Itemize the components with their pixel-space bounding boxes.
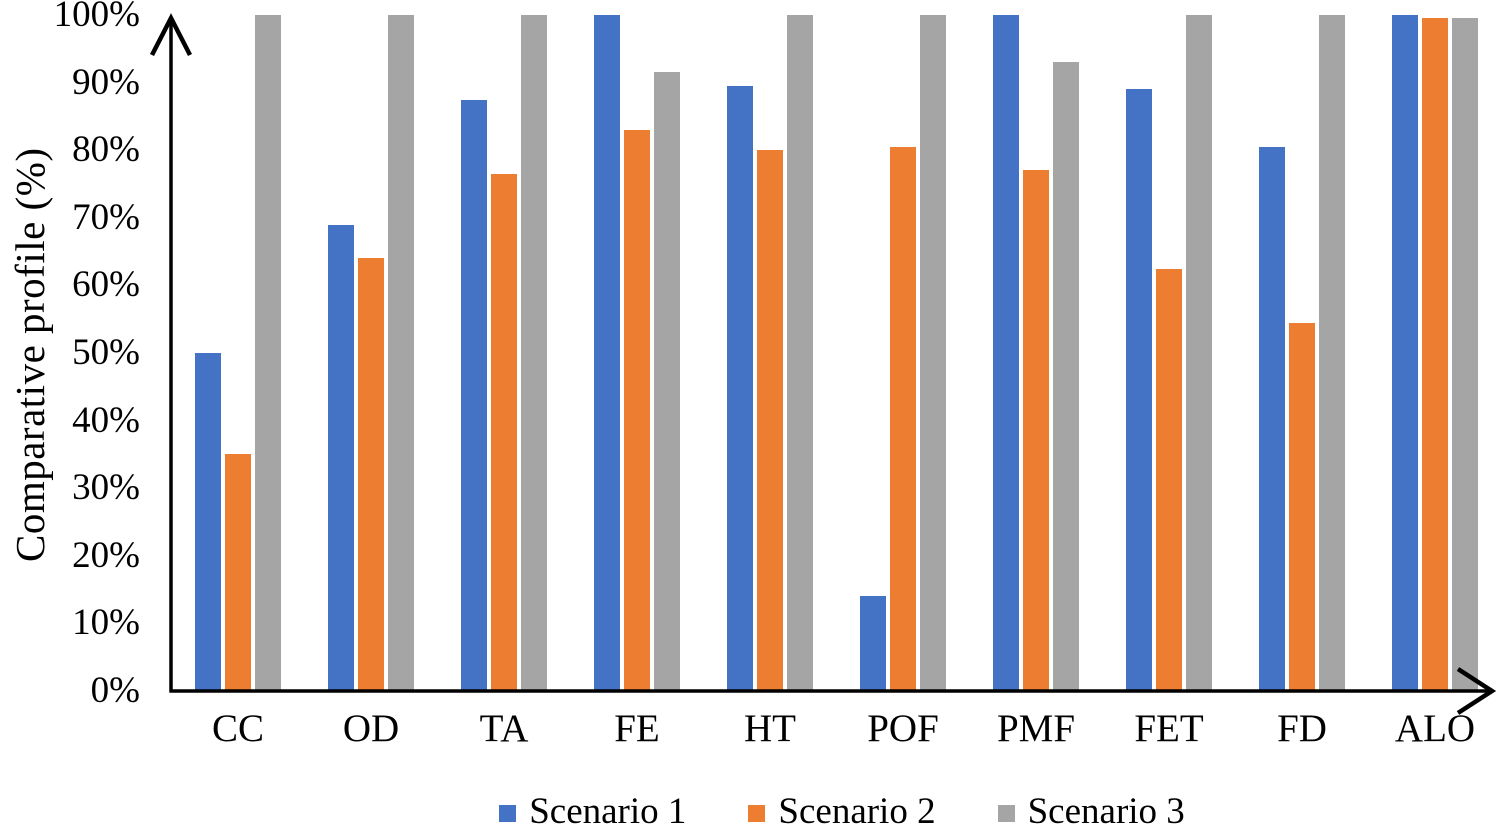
y-axis-arrowhead-icon	[149, 13, 193, 57]
bar-TA-scenario-1	[461, 99, 487, 691]
bar-HT-scenario-1	[727, 85, 753, 691]
bar-PMF-scenario-2	[1023, 170, 1049, 691]
y-tick-label: 80%	[72, 129, 140, 171]
y-tick-label: 70%	[72, 196, 140, 238]
bar-POF-scenario-3	[920, 15, 946, 691]
bar-FD-scenario-1	[1259, 146, 1285, 691]
x-category-label-ta: TA	[479, 707, 529, 750]
y-tick-label: 90%	[72, 61, 140, 103]
x-category-label-cc: CC	[211, 707, 265, 750]
x-category-label-alo: ALO	[1394, 707, 1476, 750]
bar-PMF-scenario-1	[993, 15, 1019, 691]
y-tick-label: 100%	[53, 0, 140, 35]
bar-POF-scenario-1	[860, 596, 886, 691]
legend-swatch-icon	[748, 805, 766, 822]
x-category-label-fet: FET	[1134, 707, 1204, 750]
bar-OD-scenario-3	[388, 15, 414, 691]
bar-ALO-scenario-3	[1452, 18, 1478, 691]
y-tick-label: 50%	[72, 332, 140, 373]
x-category-label-fe: FE	[614, 707, 660, 750]
bar-FD-scenario-2	[1289, 322, 1315, 691]
y-tick-label: 10%	[72, 602, 140, 644]
legend-swatch-icon	[499, 805, 517, 822]
bar-ALO-scenario-2	[1422, 18, 1448, 691]
bar-CC-scenario-1	[195, 353, 221, 691]
x-category-label-pof: POF	[867, 707, 939, 750]
y-tick-label: 40%	[72, 399, 140, 441]
x-category-label-fd: FD	[1277, 707, 1327, 750]
bar-HT-scenario-3	[787, 15, 813, 691]
bar-FET-scenario-2	[1156, 268, 1182, 691]
y-tick-label: 20%	[72, 534, 140, 576]
y-tick-label: 0%	[90, 670, 140, 711]
bar-FE-scenario-1	[594, 15, 620, 691]
bar-FE-scenario-3	[654, 72, 680, 691]
bar-TA-scenario-2	[491, 173, 517, 691]
legend-label: Scenario 2	[778, 791, 936, 829]
bar-FET-scenario-1	[1126, 89, 1152, 691]
bar-OD-scenario-1	[328, 224, 354, 691]
x-category-label-od: OD	[342, 707, 400, 750]
y-tick-label: 30%	[72, 467, 140, 509]
x-category-label-ht: HT	[744, 707, 796, 750]
bar-FD-scenario-3	[1319, 15, 1345, 691]
bar-PMF-scenario-3	[1053, 62, 1079, 691]
legend: Scenario 1 Scenario 2 Scenario 3	[92, 792, 1500, 829]
bar-POF-scenario-2	[890, 146, 916, 691]
legend-label: Scenario 3	[1027, 791, 1185, 829]
bar-CC-scenario-2	[225, 454, 251, 691]
bar-HT-scenario-2	[757, 150, 783, 691]
legend-label: Scenario 1	[529, 791, 687, 829]
bar-CC-scenario-3	[255, 15, 281, 691]
bar-FE-scenario-2	[624, 129, 650, 691]
bar-TA-scenario-3	[521, 15, 547, 691]
y-tick-label: 60%	[72, 264, 140, 306]
legend-item-scenario-2: Scenario 2	[748, 791, 936, 829]
bar-ALO-scenario-1	[1392, 15, 1418, 691]
x-category-label-pmf: PMF	[996, 707, 1076, 750]
legend-swatch-icon	[997, 805, 1015, 822]
bar-FET-scenario-3	[1186, 15, 1212, 691]
legend-item-scenario-3: Scenario 3	[997, 791, 1185, 829]
bar-OD-scenario-2	[358, 258, 384, 691]
legend-item-scenario-1: Scenario 1	[499, 792, 686, 829]
